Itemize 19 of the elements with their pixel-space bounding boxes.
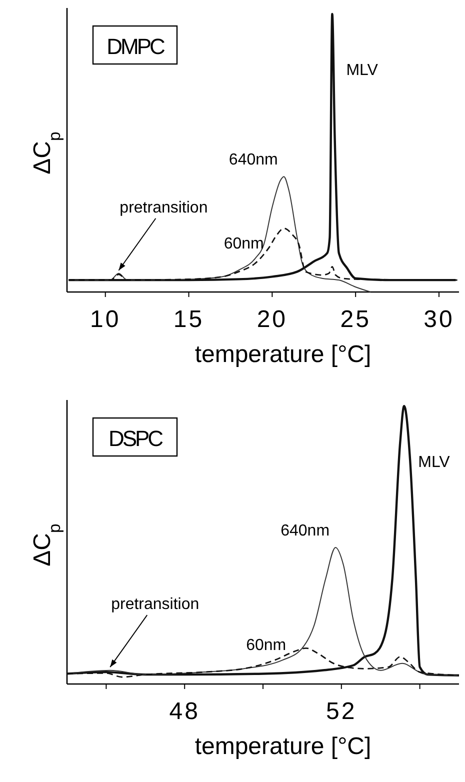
text: DSPC xyxy=(108,426,164,451)
series-label: 60nm xyxy=(246,637,286,654)
annotation: pretransition xyxy=(120,199,208,216)
x-tick-label: 25 xyxy=(340,306,371,333)
annotation: pretransition xyxy=(111,596,200,614)
series-label: 60nm xyxy=(224,236,264,253)
x-axis-title: temperature [°C] xyxy=(194,733,372,760)
series-label: 640nm xyxy=(228,152,278,169)
series-label: MLV xyxy=(346,62,378,80)
x-tick-label: 20 xyxy=(256,306,288,333)
x-axis-title: temperature [°C] xyxy=(194,341,372,368)
x-tick-label: 15 xyxy=(173,306,204,333)
x-tick-label: 52 xyxy=(326,698,357,725)
x-tick-label: 30 xyxy=(424,306,454,333)
series-label: MLV xyxy=(418,454,450,472)
series-label: 640nm xyxy=(280,522,330,540)
x-tick-label: 10 xyxy=(90,306,121,333)
x-tick-label: 48 xyxy=(169,698,200,725)
text: DMPC xyxy=(106,34,166,59)
